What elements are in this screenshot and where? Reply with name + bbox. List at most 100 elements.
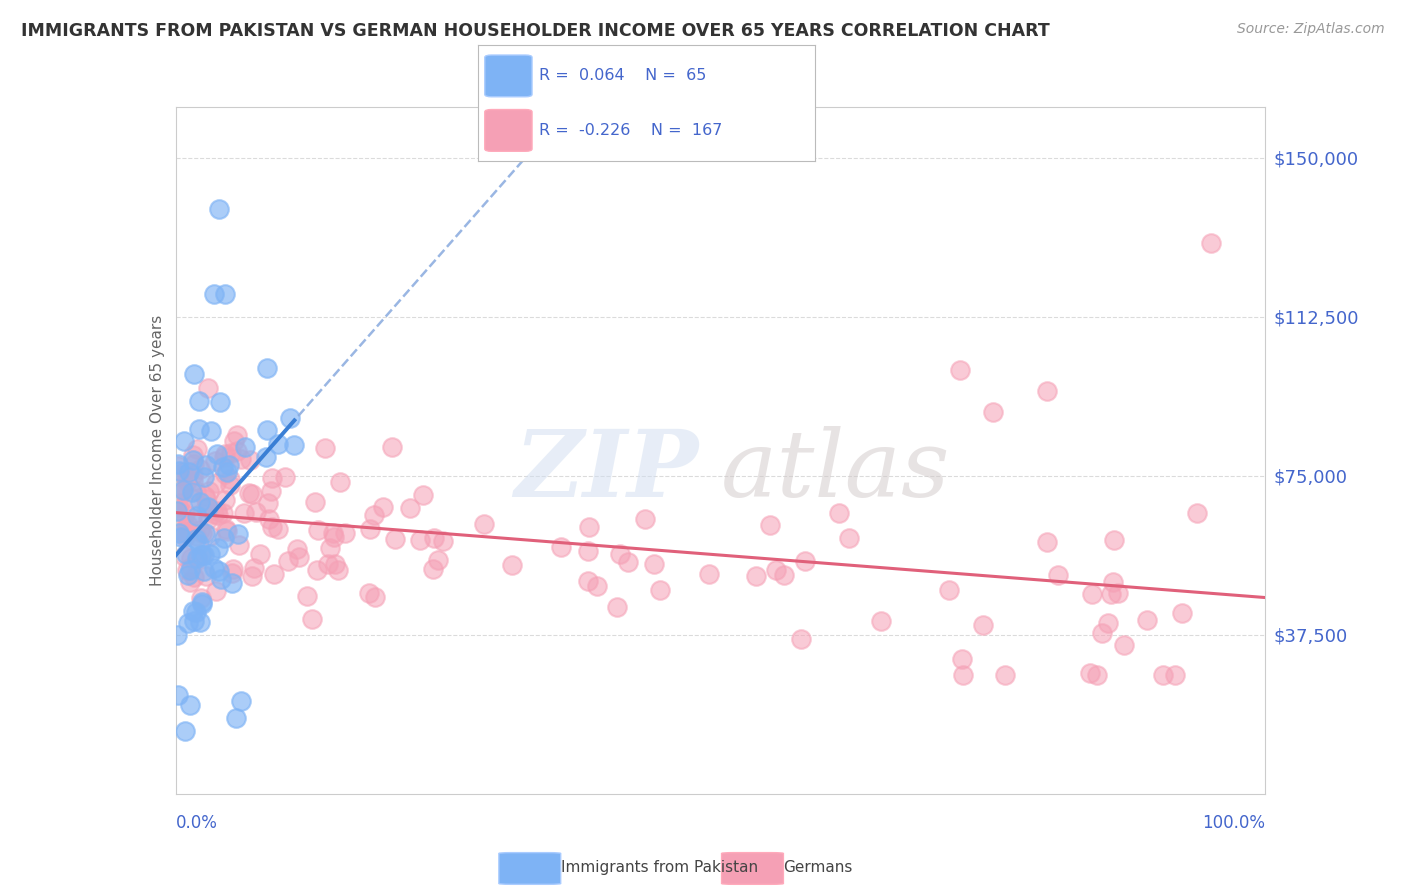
Point	[432, 534, 454, 549]
Point	[285, 541, 308, 556]
Point	[412, 488, 434, 502]
Point	[204, 453, 226, 467]
Point	[212, 459, 235, 474]
Point	[501, 558, 523, 573]
Point	[981, 405, 1004, 419]
Point	[950, 652, 973, 666]
Point	[179, 575, 201, 590]
Point	[267, 522, 290, 536]
Point	[288, 549, 311, 564]
Point	[194, 492, 217, 507]
Point	[212, 507, 235, 521]
Point	[307, 523, 329, 537]
Point	[1036, 534, 1059, 549]
Point	[371, 500, 394, 514]
Text: atlas: atlas	[721, 426, 950, 516]
Point	[184, 528, 207, 542]
Point	[972, 617, 994, 632]
Point	[254, 450, 277, 465]
FancyBboxPatch shape	[485, 55, 531, 97]
Point	[173, 507, 195, 521]
Point	[1046, 568, 1069, 582]
Point	[170, 524, 193, 539]
Point	[333, 525, 356, 540]
Point	[167, 459, 190, 474]
Text: Source: ZipAtlas.com: Source: ZipAtlas.com	[1237, 22, 1385, 37]
Point	[1112, 639, 1135, 653]
Point	[225, 443, 247, 458]
Point	[240, 486, 263, 500]
Point	[1091, 625, 1114, 640]
Point	[214, 493, 236, 508]
Point	[169, 464, 191, 478]
Text: IMMIGRANTS FROM PAKISTAN VS GERMAN HOUSEHOLDER INCOME OVER 65 YEARS CORRELATION : IMMIGRANTS FROM PAKISTAN VS GERMAN HOUSE…	[21, 22, 1050, 40]
Point	[318, 541, 340, 556]
Point	[172, 465, 194, 479]
Point	[257, 496, 280, 510]
Point	[1081, 587, 1104, 601]
Point	[193, 470, 215, 484]
Point	[238, 486, 260, 500]
Point	[838, 532, 860, 546]
Point	[208, 202, 231, 216]
Point	[190, 548, 212, 562]
Point	[194, 489, 217, 503]
Point	[188, 537, 211, 551]
Y-axis label: Householder Income Over 65 years: Householder Income Over 65 years	[149, 315, 165, 586]
Point	[167, 504, 190, 518]
Point	[167, 506, 190, 520]
Point	[183, 368, 205, 382]
Point	[176, 615, 198, 630]
FancyBboxPatch shape	[499, 853, 561, 884]
Point	[242, 560, 264, 574]
Point	[183, 604, 205, 618]
Point	[188, 494, 211, 508]
Point	[167, 483, 190, 497]
Point	[209, 572, 232, 586]
Point	[183, 614, 205, 628]
Point	[187, 393, 209, 408]
Point	[170, 486, 193, 500]
Point	[221, 566, 243, 581]
Point	[1199, 235, 1222, 250]
Point	[167, 525, 190, 540]
Point	[283, 438, 305, 452]
Point	[179, 698, 201, 713]
Point	[773, 568, 796, 582]
Text: Germans: Germans	[783, 860, 853, 875]
Point	[231, 693, 253, 707]
Point	[359, 585, 381, 599]
Point	[381, 440, 404, 454]
Point	[364, 591, 387, 605]
Point	[212, 531, 235, 545]
Point	[256, 361, 278, 376]
Point	[166, 504, 188, 518]
Point	[314, 441, 336, 455]
Point	[174, 547, 197, 561]
Point	[277, 554, 299, 568]
Point	[426, 553, 449, 567]
Point	[232, 506, 254, 520]
Point	[219, 446, 242, 460]
Point	[359, 522, 381, 536]
Point	[267, 437, 290, 451]
Point	[1102, 575, 1125, 590]
Point	[262, 519, 284, 533]
Point	[228, 538, 250, 552]
Point	[174, 724, 197, 739]
Point	[187, 550, 209, 565]
Point	[205, 476, 228, 491]
Point	[1097, 615, 1119, 630]
Point	[214, 286, 236, 301]
Point	[952, 668, 974, 682]
Point	[214, 447, 236, 461]
Point	[170, 525, 193, 540]
Point	[1107, 586, 1129, 600]
Point	[200, 424, 222, 438]
Point	[576, 543, 599, 558]
Point	[208, 395, 231, 409]
Point	[195, 501, 218, 516]
Point	[202, 286, 225, 301]
Point	[183, 570, 205, 584]
Point	[408, 533, 430, 548]
